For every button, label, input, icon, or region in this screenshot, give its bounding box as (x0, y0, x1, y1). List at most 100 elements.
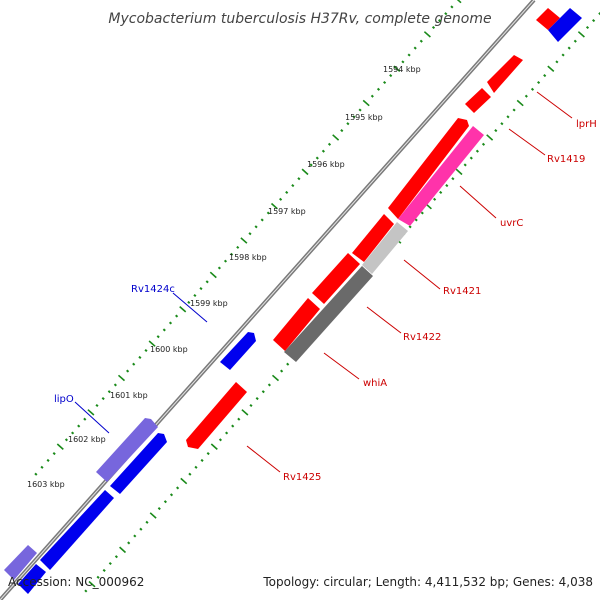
accession-text: Accession: NC_000962 (8, 575, 144, 589)
tick-mark (187, 300, 191, 304)
gene-label-lipo[interactable]: lipO (54, 394, 74, 405)
tick-mark (40, 465, 44, 469)
tick-mark (266, 211, 270, 215)
tick-mark (524, 94, 528, 98)
tick-mark (413, 46, 417, 50)
tick-mark (494, 129, 498, 133)
tick-mark (573, 39, 577, 43)
genome-summary-text: Topology: circular; Length: 4,411,532 bp… (262, 575, 593, 589)
gene-feature[interactable] (352, 214, 394, 262)
tick-mark (438, 19, 442, 23)
tick-mark (389, 74, 393, 78)
tick-mark (500, 122, 504, 126)
gene-feature[interactable] (536, 8, 560, 30)
map-title: Mycobacterium tuberculosis H37Rv, comple… (108, 11, 491, 27)
kbp-label: 1602 kbp (68, 435, 106, 444)
gene-feature[interactable] (40, 490, 114, 570)
gene-label-rv1419[interactable]: Rv1419 (547, 154, 585, 165)
gene-feature[interactable] (186, 382, 247, 449)
tick-mark (101, 397, 105, 401)
tick-mark (481, 142, 486, 146)
tick-mark (96, 575, 100, 579)
gene-feature[interactable] (362, 222, 408, 274)
gene-feature[interactable] (312, 253, 360, 304)
tick-mark (133, 534, 137, 538)
kbp-labels: 1594 kbp 1595 kbp 1596 kbp 1597 kbp 1598… (27, 65, 421, 489)
tick-mark (291, 184, 295, 188)
gene-label-uvrc[interactable]: uvrC (500, 218, 523, 229)
gene-labels: lprH Rv1419 uvrC Rv1421 Rv1422 whiA Rv14… (54, 119, 597, 483)
tick-mark (433, 197, 437, 201)
tick-mark (309, 163, 313, 167)
gene-feature[interactable] (465, 88, 491, 113)
tick-mark (358, 108, 362, 112)
tick-mark (144, 348, 148, 353)
tick-mark (577, 31, 585, 38)
tick-mark (169, 493, 174, 497)
tick-mark (102, 568, 106, 572)
gene-feature[interactable] (220, 332, 256, 370)
tick-mark (414, 218, 418, 222)
tick-mark (87, 409, 95, 416)
gene-feature[interactable] (487, 55, 523, 93)
tick-mark (530, 87, 535, 91)
tick-mark (148, 340, 156, 347)
tick-mark (107, 390, 111, 394)
tick-mark (512, 108, 516, 112)
gene-label-lprh[interactable]: lprH (576, 119, 597, 130)
tick-mark (241, 409, 249, 416)
tick-mark (218, 438, 222, 442)
gene-feature[interactable] (110, 433, 167, 494)
tick-mark (56, 443, 64, 450)
gene-label-rv1424c[interactable]: Rv1424c (131, 284, 175, 295)
tick-mark (77, 424, 81, 428)
tick-mark (168, 321, 173, 325)
tick-mark (332, 134, 340, 141)
tick-mark (255, 397, 259, 401)
tick-mark (475, 149, 479, 153)
tick-mark (179, 306, 187, 313)
tick-mark (231, 424, 235, 428)
tick-mark (346, 122, 350, 126)
tick-mark (260, 218, 264, 222)
tick-mark (301, 168, 309, 176)
tick-mark (249, 403, 253, 408)
tick-mark (376, 87, 381, 91)
tick-mark (217, 266, 221, 270)
tick-mark (248, 232, 252, 236)
tick-mark (84, 589, 88, 593)
tick-mark (114, 555, 118, 559)
gene-feature[interactable] (548, 8, 582, 42)
gene-feature[interactable] (96, 418, 158, 482)
tick-mark (543, 74, 547, 78)
tick-mark (194, 465, 198, 469)
tick-mark (225, 431, 229, 435)
tick-mark (188, 472, 192, 476)
gene-feature[interactable] (273, 298, 320, 351)
gene-feature[interactable] (18, 564, 46, 594)
tick-mark (126, 369, 130, 373)
tick-mark (175, 314, 179, 318)
gene-label-rv1421[interactable]: Rv1421 (443, 286, 481, 297)
tick-mark (463, 163, 467, 167)
tick-mark (271, 374, 280, 382)
kbp-label: 1598 kbp (229, 253, 267, 262)
tick-mark (236, 245, 240, 249)
gene-label-whia[interactable]: whiA (363, 378, 387, 389)
tick-mark (297, 177, 301, 181)
gene-label-rv1425[interactable]: Rv1425 (283, 472, 321, 483)
tick-mark (119, 546, 127, 554)
kbp-label: 1595 kbp (345, 113, 383, 122)
gene-feature[interactable] (284, 266, 373, 362)
tick-mark (445, 184, 449, 188)
tick-mark (469, 156, 473, 160)
tick-mark (267, 383, 271, 387)
kbp-label: 1601 kbp (110, 391, 148, 400)
tick-mark (145, 520, 149, 524)
gene-label-rv1422[interactable]: Rv1422 (403, 332, 441, 343)
gene-feature[interactable] (4, 545, 37, 580)
gene-feature[interactable] (388, 118, 469, 219)
gene-feature[interactable] (398, 126, 484, 226)
tick-mark (162, 328, 166, 332)
